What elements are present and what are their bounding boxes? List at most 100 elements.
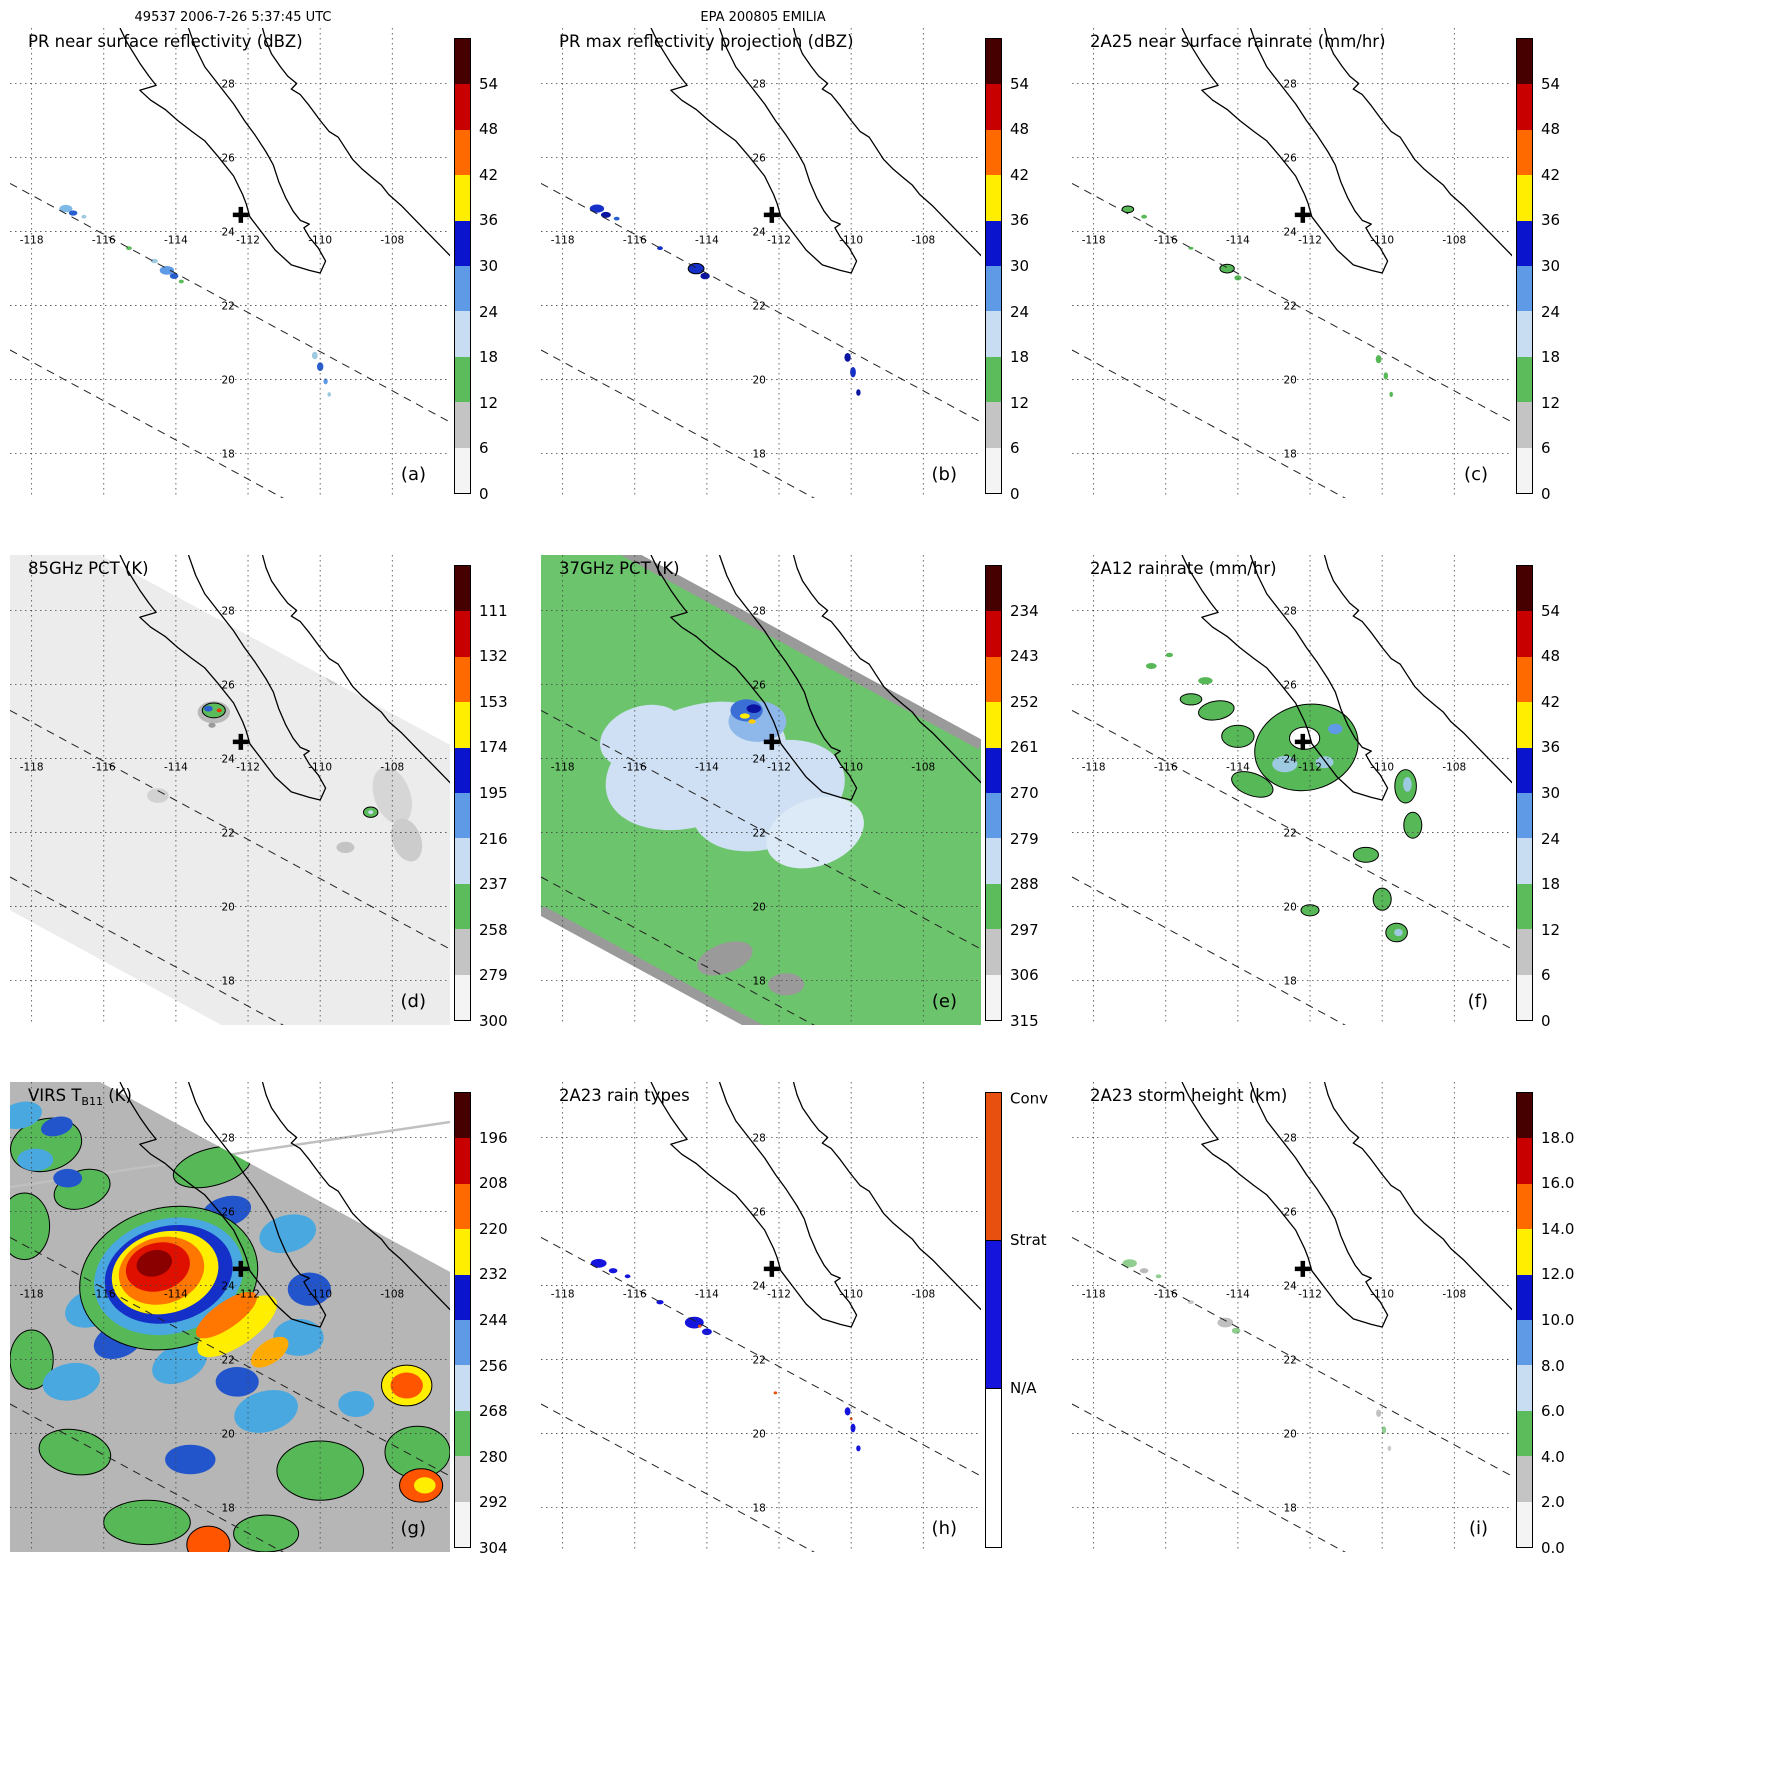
- svg-text:-116: -116: [623, 1289, 647, 1301]
- colorbar-tick: 216: [479, 829, 508, 848]
- colorbar-tick: 30: [1541, 784, 1561, 802]
- grid-labels: -118 -116 -114 -112 -110 -108 28 26 24 22 20 18: [551, 79, 935, 461]
- data-features: [600, 699, 864, 996]
- panel-b: -118 -116 -114 -112 -110 -108 28 26 24 22 20 18 (b) P…: [533, 26, 1064, 553]
- coastline: [119, 28, 450, 274]
- colorbar-tick: 18: [1541, 348, 1561, 367]
- panel-letter: (c): [1464, 464, 1488, 485]
- colorbar-tick: 54: [1541, 601, 1561, 620]
- svg-text:-114: -114: [164, 235, 188, 247]
- colorbar-tick: 315: [1010, 1012, 1039, 1030]
- panel-title: VIRS TB11 (K): [28, 1086, 132, 1108]
- storm-center-marker: [1294, 1260, 1311, 1277]
- colorbar-tick: 48: [1010, 120, 1030, 139]
- colorbar-tick: 292: [479, 1493, 508, 1512]
- colorbar-tick: 42: [1010, 165, 1030, 184]
- colorbar-tick: 243: [1010, 647, 1039, 666]
- colorbar-tick: 30: [479, 257, 499, 275]
- colorbar-labels-h: Conv Strat N/A: [1010, 1089, 1064, 1548]
- grid-labels: -118 -116 -114 -112 -110 -108 28 26 24 22 20 18: [20, 606, 404, 988]
- colorbar-tick: 0.0: [1541, 1539, 1565, 1557]
- svg-text:24: 24: [753, 1281, 767, 1293]
- svg-text:24: 24: [753, 754, 767, 766]
- panel-c: -118 -116 -114 -112 -110 -108 28 26 24 22 20 18 (c) 2…: [1064, 26, 1595, 553]
- svg-text:18: 18: [753, 449, 766, 461]
- svg-text:26: 26: [753, 153, 767, 165]
- colorbar-tick: 306: [1010, 966, 1039, 985]
- colorbar-tick: 220: [479, 1219, 508, 1238]
- colorbar-tick: 24: [479, 302, 499, 321]
- svg-text:-108: -108: [1442, 762, 1466, 774]
- svg-text:26: 26: [753, 1207, 767, 1219]
- grid-labels: -118 -116 -114 -112 -110 -108 28 26 24 22 20 18: [1082, 79, 1466, 461]
- colorbar-tick: 24: [1541, 302, 1561, 321]
- colorbar-tick: 54: [1541, 74, 1561, 93]
- coastline: [119, 555, 450, 801]
- latlon-grid: [541, 555, 981, 1025]
- svg-text:-118: -118: [20, 762, 44, 774]
- svg-text:28: 28: [222, 79, 235, 91]
- colorbar-labels-b: 54 48 42 36 30 24 18 12 6 0: [1010, 38, 1064, 503]
- colorbar-b: [985, 38, 1002, 494]
- grid-labels: -118 -116 -114 -112 -110 -108 28 26 24 22 20 18: [1082, 606, 1466, 988]
- colorbar-c: [1516, 38, 1533, 494]
- colorbar-tick: 18: [1541, 875, 1561, 894]
- svg-text:28: 28: [753, 1133, 766, 1145]
- colorbar-tick: 258: [479, 920, 508, 939]
- sensor-swath: [10, 555, 450, 1025]
- svg-text:-108: -108: [380, 762, 404, 774]
- svg-text:18: 18: [222, 449, 235, 461]
- svg-text:-118: -118: [551, 762, 575, 774]
- svg-text:-118: -118: [1082, 235, 1106, 247]
- colorbar-tick: 174: [479, 738, 508, 757]
- panel-title: 37GHz PCT (K): [559, 559, 680, 578]
- panel-d: -118 -116 -114 -112 -110 -108 28 26 24 22 20 18 (d) 8…: [2, 553, 533, 1080]
- colorbar-tick: 300: [479, 1012, 508, 1030]
- svg-text:-110: -110: [1370, 235, 1394, 247]
- panel-letter: (b): [932, 464, 957, 485]
- svg-text:-116: -116: [92, 235, 116, 247]
- colorbar-tick: 6: [1541, 439, 1551, 458]
- colorbar-labels-a: 54 48 42 36 30 24 18 12 6 0: [479, 38, 533, 503]
- svg-text:18: 18: [753, 1503, 766, 1515]
- panel-grid: -118 -116 -114 -112 -110 -108 28 26 24 22 20 18 (a) P…: [2, 26, 1595, 1607]
- svg-text:20: 20: [753, 375, 766, 387]
- data-features: [589, 204, 861, 396]
- svg-text:20: 20: [753, 902, 766, 914]
- svg-text:-110: -110: [1370, 1289, 1394, 1301]
- grid-labels: -118 -116 -114 -112 -110 -108 28 26 24 22 20 18: [1082, 1133, 1466, 1515]
- map-canvas-g: -118 -116 -114 -112 -110 -108 28 26 24 22 20 18 (g) V…: [10, 1082, 450, 1552]
- svg-text:26: 26: [1284, 1207, 1298, 1219]
- map-canvas-a: -118 -116 -114 -112 -110 -108 28 26 24 22 20 18 (a) P…: [10, 28, 450, 498]
- svg-text:-112: -112: [1298, 235, 1322, 247]
- panel-letter: (f): [1468, 991, 1488, 1012]
- svg-text:-112: -112: [1298, 1289, 1322, 1301]
- colorbar-g: [454, 1092, 471, 1548]
- colorbar-tick: 132: [479, 647, 508, 666]
- panel-letter: (g): [401, 1518, 426, 1539]
- svg-text:28: 28: [753, 79, 766, 91]
- storm-center-marker: [1294, 733, 1311, 750]
- svg-text:-108: -108: [380, 235, 404, 247]
- colorbar-a: [454, 38, 471, 494]
- colorbar-tick: 12: [1541, 920, 1561, 939]
- svg-text:26: 26: [222, 1207, 236, 1219]
- grid-labels: -118 -116 -114 -112 -110 -108 28 26 24 22 20 18: [20, 79, 404, 461]
- colorbar-tick: 8.0: [1541, 1356, 1565, 1375]
- svg-text:-116: -116: [623, 762, 647, 774]
- svg-text:-112: -112: [236, 235, 260, 247]
- colorbar-tick: 12: [1541, 393, 1561, 412]
- svg-text:24: 24: [222, 1281, 236, 1293]
- colorbar-tick: 0: [479, 485, 489, 503]
- svg-text:26: 26: [753, 680, 767, 692]
- colorbar-labels-g: 196 208 220 232 244 256 268 280 292 304: [479, 1092, 533, 1557]
- latlon-grid: [541, 28, 981, 498]
- map-canvas-d: -118 -116 -114 -112 -110 -108 28 26 24 22 20 18 (d) 8…: [10, 555, 450, 1025]
- colorbar-tick: 54: [1010, 74, 1030, 93]
- svg-text:-112: -112: [767, 1289, 791, 1301]
- svg-text:22: 22: [222, 1355, 235, 1367]
- svg-text:20: 20: [1284, 902, 1297, 914]
- map-canvas-b: -118 -116 -114 -112 -110 -108 28 26 24 22 20 18 (b) P…: [541, 28, 981, 498]
- svg-text:22: 22: [753, 301, 766, 313]
- data-features: [10, 1101, 450, 1552]
